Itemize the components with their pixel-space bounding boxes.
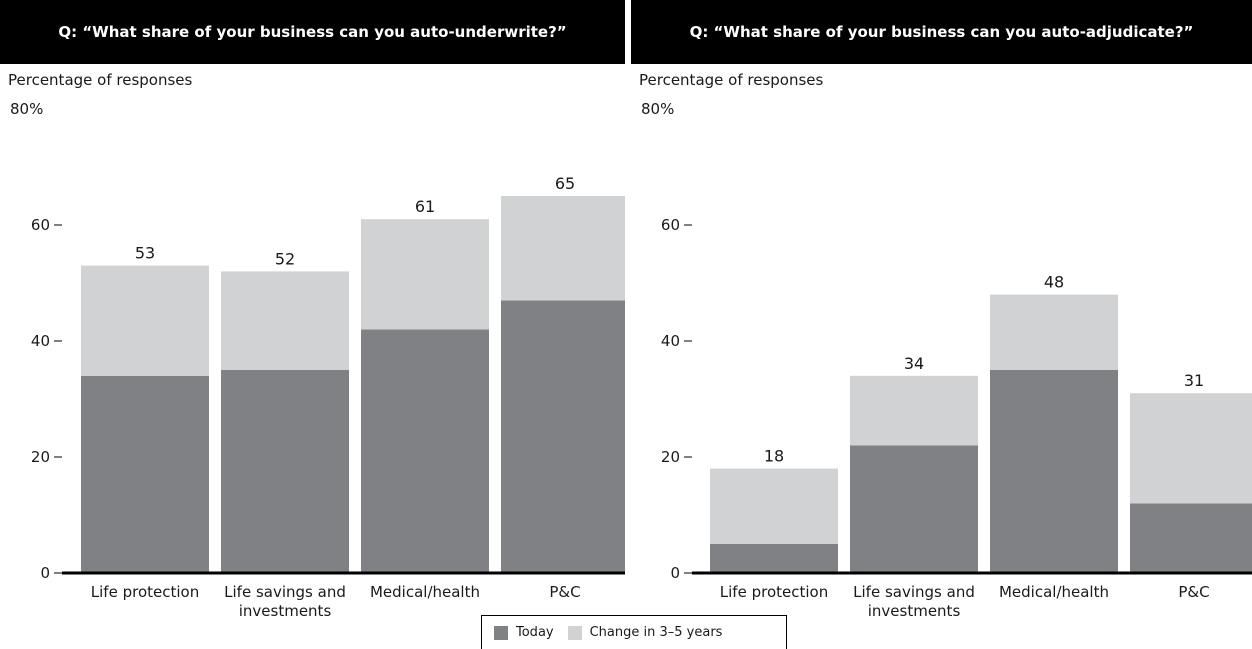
chart-title: Q: “What share of your business can you … bbox=[0, 0, 625, 64]
legend-item-today: Today bbox=[494, 625, 554, 640]
chart-legend: Today Change in 3–5 years bbox=[481, 615, 787, 649]
x-category-label: Life protection bbox=[720, 583, 828, 601]
bar-change bbox=[850, 375, 978, 446]
bar-total-label: 52 bbox=[275, 249, 295, 268]
bar-chart-auto-underwrite: 0 20 40 60 80% 53 Life protection 52 Life saving… bbox=[10, 100, 625, 620]
y-tick-label: 20 bbox=[661, 448, 680, 466]
bar-change bbox=[1130, 393, 1252, 504]
legend-label-today: Today bbox=[516, 625, 554, 640]
x-category-label: Medical/health bbox=[999, 583, 1109, 601]
chart-panel-auto-underwrite: Q: “What share of your business can you … bbox=[0, 0, 625, 649]
bar-change bbox=[81, 265, 209, 376]
bar-total-label: 48 bbox=[1044, 273, 1064, 292]
bar-today bbox=[710, 544, 838, 573]
chart-title: Q: “What share of your business can you … bbox=[631, 0, 1252, 64]
bar-today bbox=[221, 370, 349, 573]
legend-swatch-today bbox=[494, 625, 508, 640]
bar-chart-auto-adjudicate: 0 20 40 60 80% 18 Life protection 34 Life saving… bbox=[641, 100, 1252, 620]
x-category-label: Life protection bbox=[91, 583, 199, 601]
y-tick-label: 80% bbox=[641, 100, 674, 118]
bar-total-label: 65 bbox=[555, 174, 575, 193]
chart-panel-auto-adjudicate: Q: “What share of your business can you … bbox=[631, 0, 1252, 649]
legend-item-change: Change in 3–5 years bbox=[567, 625, 723, 640]
y-tick-label: 40 bbox=[661, 332, 680, 350]
y-tick-label: 60 bbox=[661, 216, 680, 234]
bar-today bbox=[990, 370, 1118, 573]
bar-today bbox=[850, 445, 978, 573]
bar-total-label: 53 bbox=[135, 244, 155, 263]
bar-change bbox=[990, 294, 1118, 370]
bar-change bbox=[501, 196, 625, 301]
bar-change bbox=[221, 271, 349, 370]
bar-today bbox=[501, 300, 625, 573]
legend-swatch-change bbox=[567, 625, 582, 640]
y-tick-label: 40 bbox=[31, 332, 50, 350]
x-category-label: P&C bbox=[1178, 583, 1209, 601]
x-category-label: Medical/health bbox=[370, 583, 480, 601]
x-category-label: investments bbox=[239, 602, 332, 620]
bar-total-label: 34 bbox=[904, 354, 924, 373]
bar-total-label: 61 bbox=[415, 197, 435, 216]
x-category-label: Life savings and bbox=[224, 583, 346, 601]
x-category-label: P&C bbox=[549, 583, 580, 601]
y-axis-label: Percentage of responses bbox=[8, 71, 193, 89]
x-category-label: Life savings and bbox=[853, 583, 975, 601]
bar-total-label: 31 bbox=[1184, 371, 1204, 390]
y-tick-label: 0 bbox=[670, 564, 680, 582]
y-tick-label: 80% bbox=[10, 100, 43, 118]
bar-today bbox=[81, 375, 209, 573]
bar-today bbox=[1130, 503, 1252, 573]
bar-change bbox=[710, 468, 838, 544]
y-tick-label: 0 bbox=[40, 564, 50, 582]
bar-total-label: 18 bbox=[764, 447, 784, 466]
bar-change bbox=[361, 219, 489, 330]
x-category-label: investments bbox=[868, 602, 961, 620]
y-tick-label: 60 bbox=[31, 216, 50, 234]
y-tick-label: 20 bbox=[31, 448, 50, 466]
legend-label-change: Change in 3–5 years bbox=[589, 625, 723, 640]
bar-today bbox=[361, 329, 489, 573]
y-axis-label: Percentage of responses bbox=[639, 71, 824, 89]
